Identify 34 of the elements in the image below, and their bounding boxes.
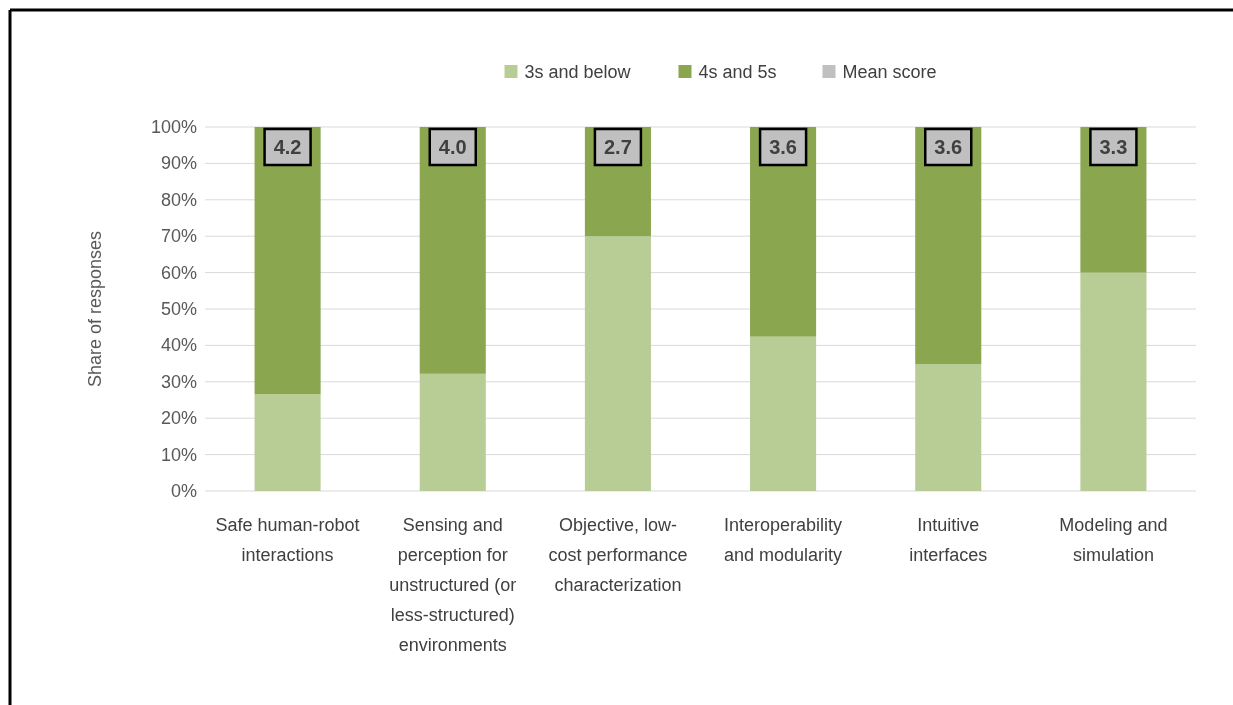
y-tick-label: 100% [150,117,197,137]
annotation: 3.3 [1099,136,1128,158]
y-tick-label: 80% [160,189,197,210]
x-tick-label: Objective, low-cost performance characterization [548,515,688,595]
x-tick-label: Interoperability and modularity [724,515,843,565]
bar [1080,272,1147,491]
legend-label: 3s and below [524,62,632,82]
bar [419,373,486,491]
annotation: 3.6 [769,136,797,158]
x-tick-label: Sensing and perception for unstructured (or less-structured) environments [389,515,517,655]
y-tick-label: 30% [160,371,197,392]
bar [584,236,651,491]
x-tick-label: Safe human-robot interactions [215,515,360,565]
annotation: 4.0 [438,136,467,158]
bar [254,394,321,491]
y-tick-label: 40% [160,335,197,356]
y-tick-label: 70% [160,226,197,247]
x-tick-label: Modeling and simulation [1059,515,1168,565]
y-axis-title: Share of responses [85,230,105,388]
y-tick-label: 50% [160,299,197,319]
y-tick-label: 10% [160,444,197,465]
annotation: 2.7 [604,136,632,158]
x-tick-label: Intuitive interfaces [909,515,988,565]
y-tick-label: 60% [160,262,197,283]
bar [750,336,817,491]
legend-label: 4s and 5s [698,62,777,82]
y-tick-label: 20% [160,408,197,429]
annotation: 4.2 [273,136,302,158]
y-tick-label: 0% [170,481,197,501]
annotation: 3.6 [934,136,963,158]
legend-label: Mean score [842,62,937,82]
bar [419,127,486,374]
bar [915,364,982,491]
y-tick-label: 90% [160,153,197,174]
